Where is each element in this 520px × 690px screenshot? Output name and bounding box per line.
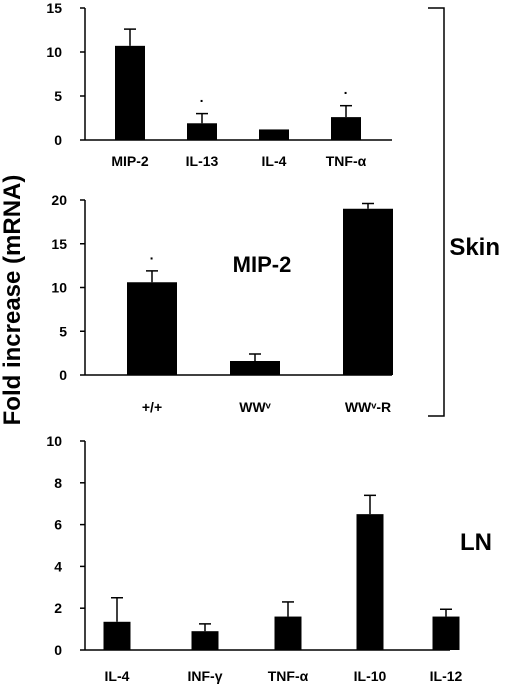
y-tick-label: 4 xyxy=(54,558,62,574)
category-label: IL-12 xyxy=(430,668,463,684)
category-label: WWᵛ-R xyxy=(345,399,391,415)
bar xyxy=(356,514,384,650)
ln-label: LN xyxy=(460,529,492,556)
panel2-title: MIP-2 xyxy=(233,252,292,277)
y-tick-label: 20 xyxy=(51,192,67,208)
y-tick-label: 5 xyxy=(59,323,67,339)
bar xyxy=(191,631,219,650)
y-tick-label: 0 xyxy=(54,642,62,658)
y-tick-label: 15 xyxy=(46,0,62,16)
y-tick-label: 10 xyxy=(46,433,62,449)
bar xyxy=(187,123,217,140)
bar xyxy=(127,282,177,375)
significance-mark: · xyxy=(200,93,205,109)
skin-label: Skin xyxy=(449,234,500,261)
bar xyxy=(115,45,145,141)
y-tick-label: 0 xyxy=(54,132,62,148)
category-label: TNF-α xyxy=(268,668,309,684)
y-tick-label: 15 xyxy=(51,236,67,252)
bar xyxy=(432,616,460,650)
y-tick-label: 10 xyxy=(51,280,67,296)
category-label: IL-4 xyxy=(262,153,287,169)
skin-bracket xyxy=(428,7,445,417)
y-tick-label: 8 xyxy=(54,475,62,491)
category-label: IL-13 xyxy=(186,153,219,169)
category-label: INF-γ xyxy=(188,668,223,684)
bar xyxy=(331,117,361,140)
category-label: MIP-2 xyxy=(111,153,149,169)
bar xyxy=(103,621,131,650)
y-tick-label: 0 xyxy=(59,367,67,383)
significance-mark: · xyxy=(344,85,349,101)
bar xyxy=(274,616,302,650)
category-label: +/+ xyxy=(142,399,162,415)
bar xyxy=(230,361,280,375)
bar xyxy=(343,208,393,375)
y-tick-label: 5 xyxy=(54,88,62,104)
y-tick-label: 2 xyxy=(54,600,62,616)
category-label: TNF-α xyxy=(326,153,367,169)
category-label: IL-10 xyxy=(354,668,387,684)
y-tick-label: 6 xyxy=(54,517,62,533)
y-axis-label: Fold increase (mRNA) xyxy=(0,175,26,426)
category-label: IL-4 xyxy=(105,668,130,684)
category-label: WWᵛ xyxy=(239,399,271,415)
bar xyxy=(259,129,289,140)
significance-mark: · xyxy=(150,250,155,266)
y-tick-label: 10 xyxy=(46,44,62,60)
